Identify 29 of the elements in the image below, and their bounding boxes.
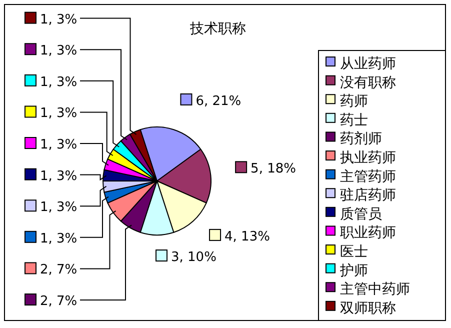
data-label: 6, 21% [196, 94, 242, 109]
legend-label: 职业药师 [340, 225, 396, 242]
data-label: 2, 7% [40, 294, 78, 309]
data-label: 1, 3% [40, 74, 78, 90]
data-label: 3, 10% [171, 250, 216, 265]
legend-label: 从业药师 [340, 56, 396, 72]
data-label: 1, 3% [40, 200, 78, 216]
data-label: 1, 3% [40, 106, 78, 122]
legend-label: 药士 [340, 112, 368, 128]
legend-label: 没有职称 [340, 74, 396, 91]
data-label: 1, 3% [40, 231, 78, 246]
data-label: 1, 3% [40, 44, 78, 59]
data-label: 4, 13% [224, 229, 270, 244]
data-label: 1, 3% [40, 138, 78, 152]
data-label: 1, 3% [40, 168, 78, 184]
legend-label: 医士 [340, 244, 368, 260]
text: 技术职称 [189, 21, 246, 37]
legend-label: 主管中药师 [340, 282, 410, 298]
data-label: 1, 3% [40, 12, 78, 28]
legend-label: 主管药师 [340, 168, 396, 185]
data-label: 5, 18% [250, 162, 296, 177]
data-label: 2, 7% [40, 262, 78, 278]
legend-label: 驻店药师 [340, 188, 396, 204]
legend-label: 执业药师 [340, 150, 396, 166]
legend-label: 双师职称 [340, 300, 396, 316]
legend-label: 药师 [340, 94, 368, 110]
legend-label: 药剂师 [340, 131, 382, 148]
legend-label: 护师 [339, 262, 368, 279]
legend-label: 质管员 [340, 206, 382, 222]
